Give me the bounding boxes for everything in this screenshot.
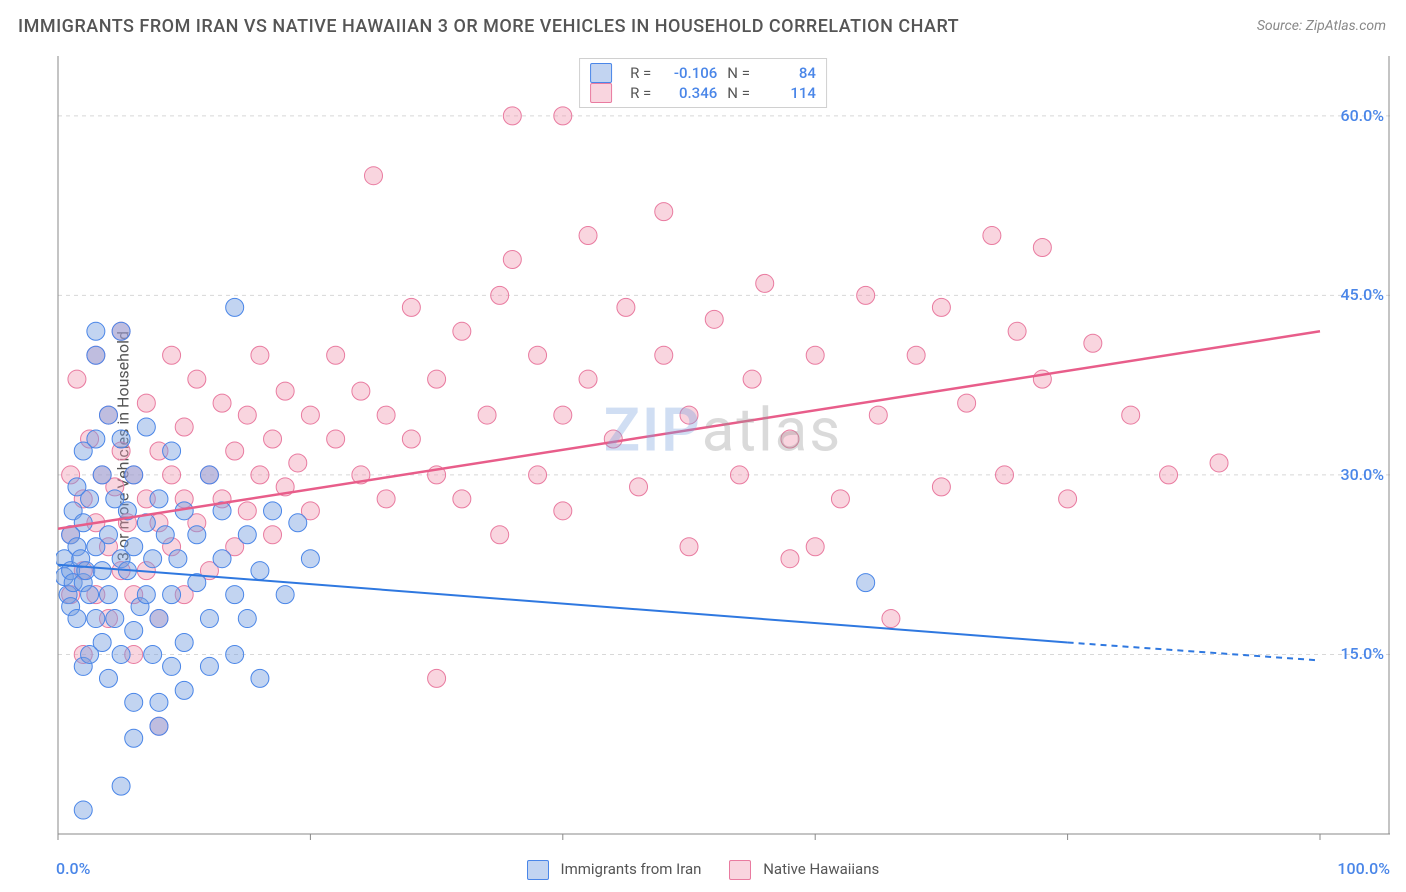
y-tick-label: 45.0% [1340, 285, 1384, 304]
n-label-2: N = [727, 84, 750, 102]
y-tick-label: 60.0% [1340, 106, 1384, 125]
plot-area: ZIPatlas [56, 50, 1390, 842]
chart-container: IMMIGRANTS FROM IRAN VS NATIVE HAWAIIAN … [0, 0, 1406, 892]
r-value-1: -0.106 [661, 64, 717, 82]
swatch-series-1 [590, 63, 612, 83]
r-label-1: R = [630, 64, 651, 82]
y-tick-label: 30.0% [1340, 465, 1384, 484]
n-label-1: N = [727, 64, 750, 82]
page-title: IMMIGRANTS FROM IRAN VS NATIVE HAWAIIAN … [18, 16, 959, 37]
correlation-row-1: R = -0.106 N = 84 [590, 63, 816, 83]
correlation-legend: R = -0.106 N = 84 R = 0.346 N = 114 [579, 58, 827, 108]
chart-svg [56, 50, 1390, 842]
source-attribution: Source: ZipAtlas.com [1257, 18, 1386, 34]
x-axis-labels: 0.0% 100.0% [56, 859, 1390, 878]
x-max-label: 100.0% [1337, 859, 1390, 878]
swatch-series-2 [590, 83, 612, 103]
n-value-2: 114 [760, 84, 816, 102]
n-value-1: 84 [760, 64, 816, 82]
y-tick-label: 15.0% [1340, 644, 1384, 663]
r-label-2: R = [630, 84, 651, 102]
correlation-row-2: R = 0.346 N = 114 [590, 83, 816, 103]
r-value-2: 0.346 [661, 84, 717, 102]
x-min-label: 0.0% [56, 859, 90, 878]
